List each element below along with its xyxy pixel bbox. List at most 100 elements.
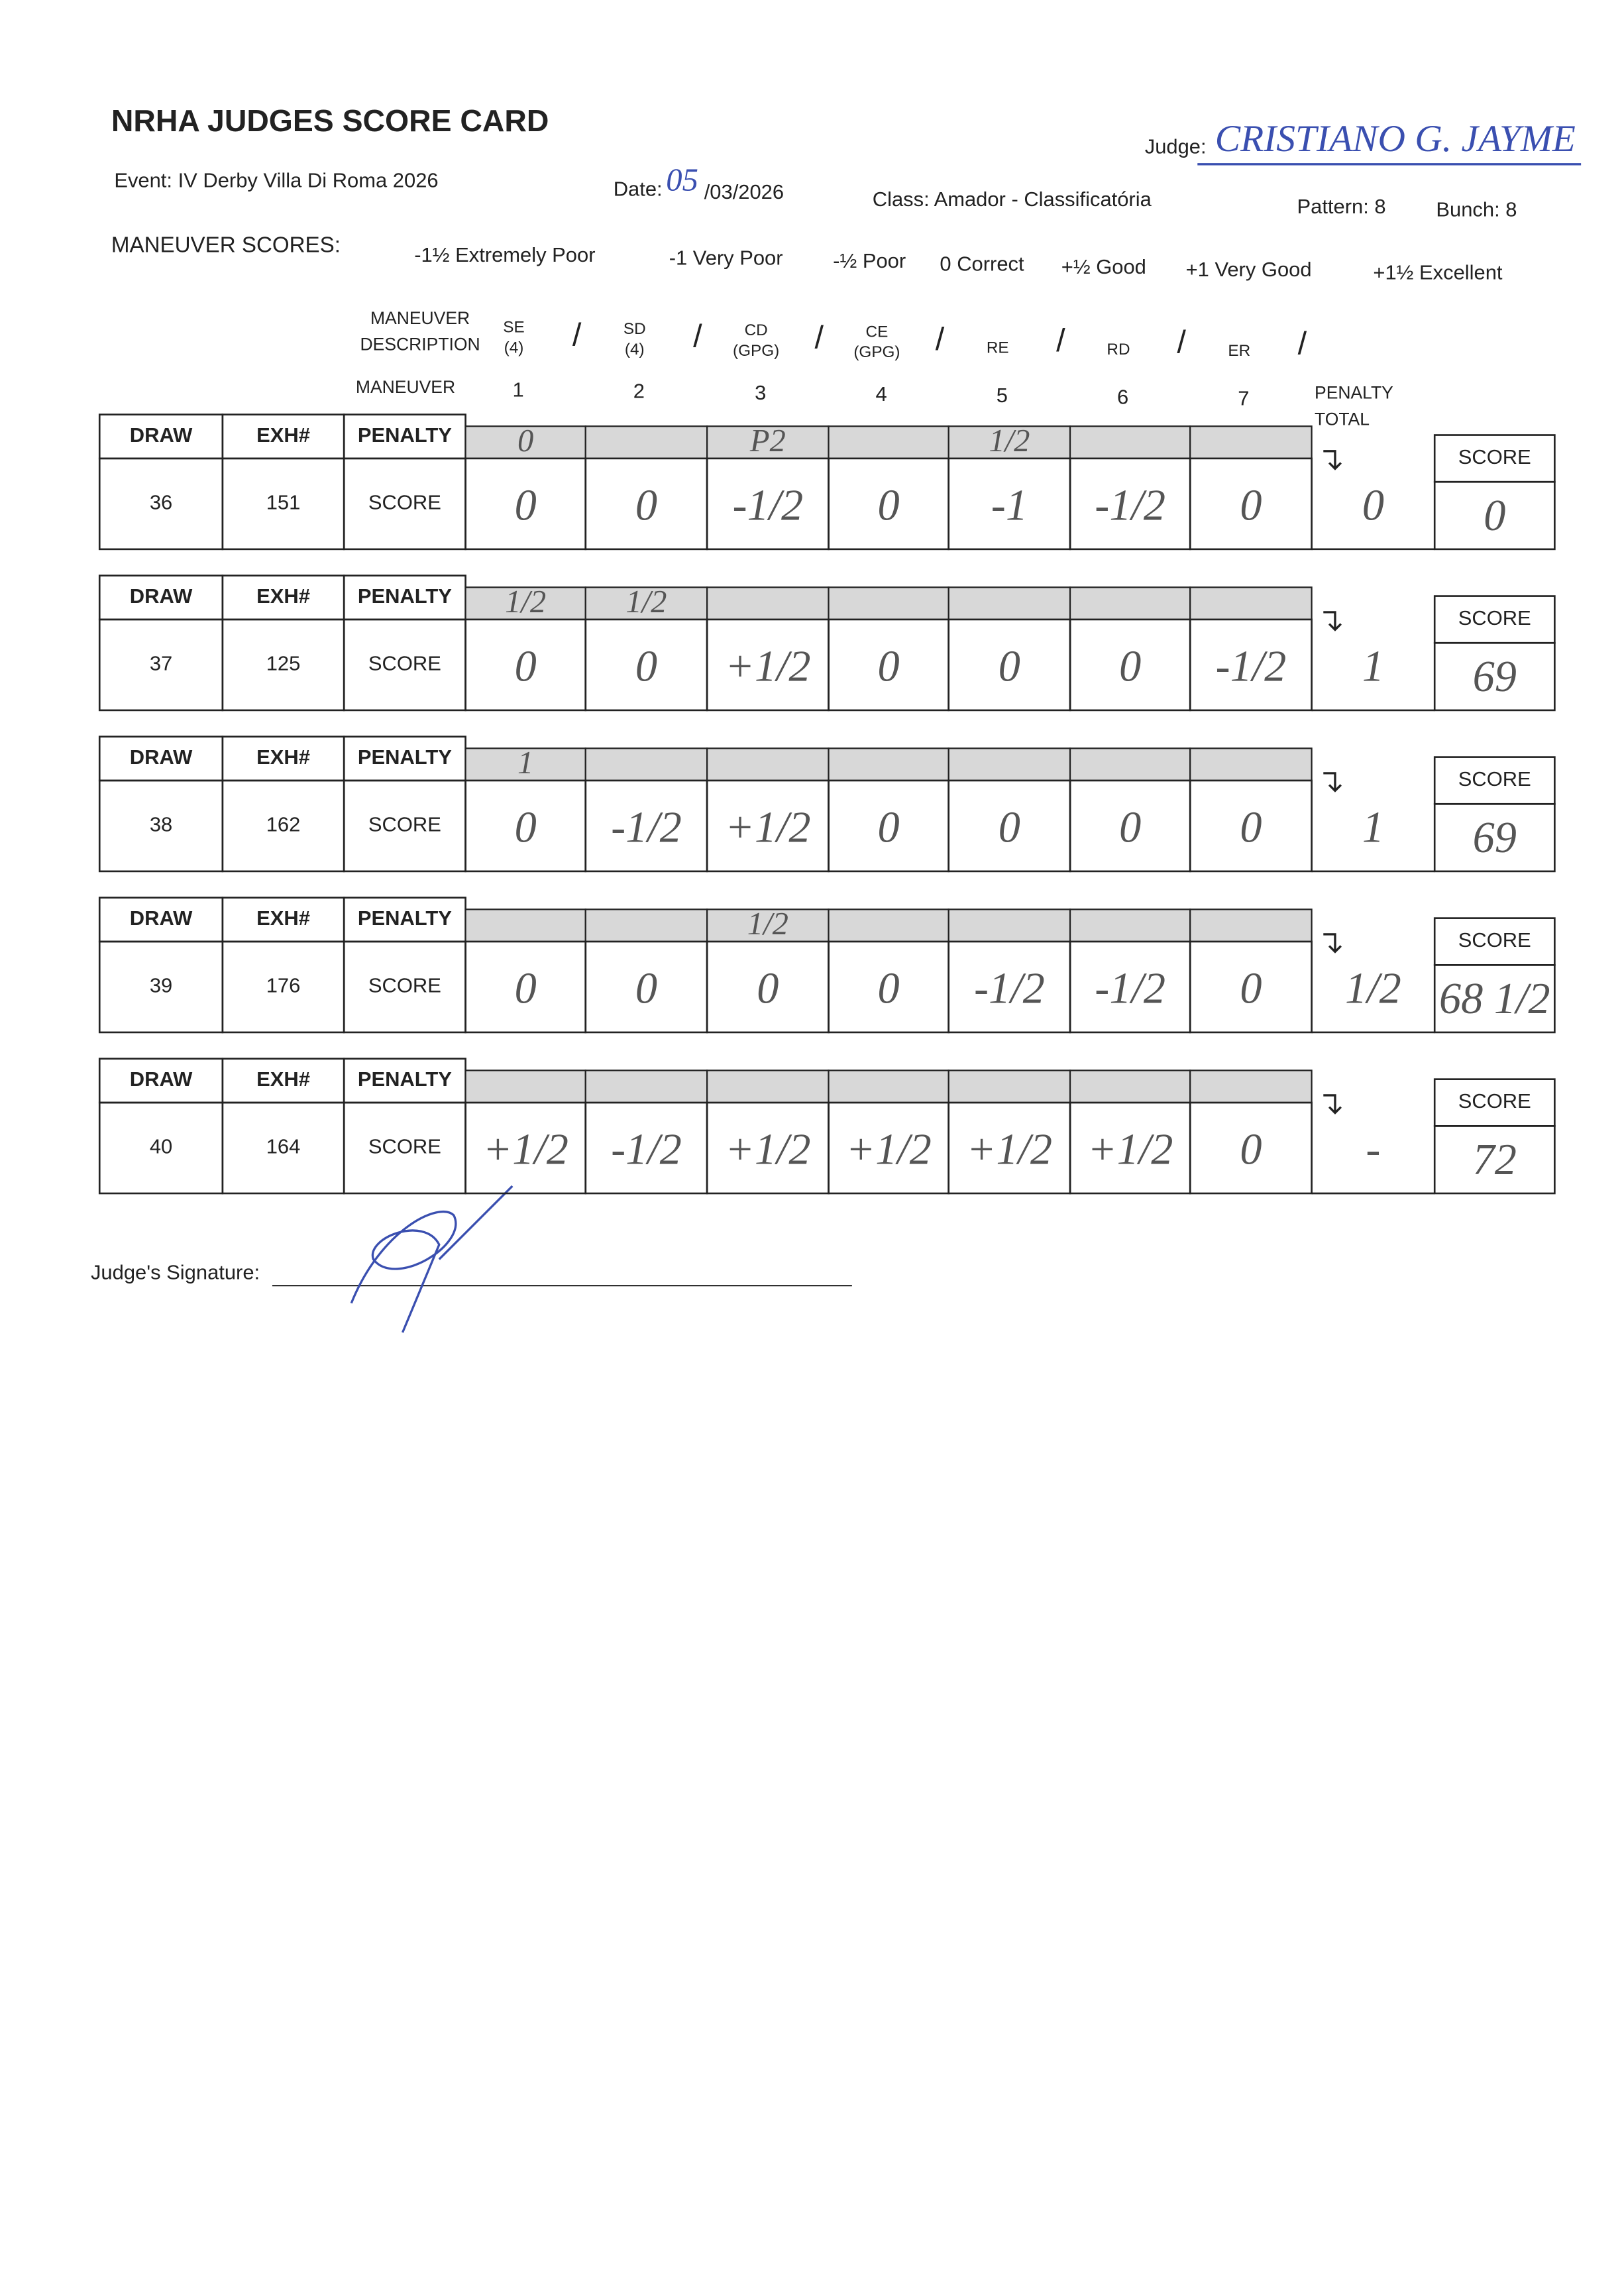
legend-item: -½ Poor bbox=[833, 249, 906, 272]
maneuver-score: -1/2 bbox=[611, 803, 682, 851]
penalty-mark: 1/2 bbox=[747, 906, 788, 942]
penalty-cell bbox=[828, 425, 949, 459]
maneuver-description: CE bbox=[866, 323, 889, 341]
maneuver-score: 0 bbox=[999, 642, 1020, 690]
number-label: MANEUVER bbox=[356, 377, 455, 397]
penalty-cell bbox=[706, 586, 830, 621]
penalty-cell bbox=[706, 1069, 830, 1104]
total-arrow bbox=[1323, 933, 1342, 954]
score-cell-total bbox=[1433, 802, 1556, 873]
judge-label: Judge: bbox=[1145, 135, 1207, 158]
final-score: 0 bbox=[1484, 492, 1505, 540]
maneuver-score: -1/2 bbox=[974, 965, 1045, 1013]
score-cell-total bbox=[1433, 641, 1556, 712]
header-label: PENALTY bbox=[358, 906, 452, 930]
title: NRHA JUDGES SCORE CARD bbox=[111, 103, 549, 138]
maneuver-score: 0 bbox=[757, 965, 779, 1013]
class: Class: Amador - Classificatória bbox=[873, 188, 1152, 211]
maneuver-score: +1/2 bbox=[967, 1126, 1052, 1174]
maneuver-score: 0 bbox=[878, 803, 900, 851]
penalty-cell bbox=[1189, 1069, 1313, 1104]
maneuver-score: 0 bbox=[1240, 803, 1262, 851]
header-label: PENALTY bbox=[358, 584, 452, 608]
exh-value: 151 bbox=[266, 491, 301, 514]
maneuver-score: 0 bbox=[878, 642, 900, 690]
maneuver-score: 0 bbox=[878, 965, 900, 1013]
maneuver-score: 0 bbox=[515, 642, 537, 690]
penalty-mark: 1/2 bbox=[505, 584, 546, 620]
maneuver-number: 3 bbox=[755, 381, 766, 404]
maneuver-description: SD bbox=[623, 320, 646, 338]
draw-value: 40 bbox=[150, 1135, 172, 1158]
penalty-cell bbox=[1069, 425, 1191, 459]
maneuver-score: 0 bbox=[1119, 803, 1141, 851]
maneuver-description: (GPG) bbox=[733, 342, 779, 360]
maneuver-score: 0 bbox=[515, 481, 537, 529]
exh-value: 164 bbox=[266, 1135, 301, 1158]
draw-value: 37 bbox=[150, 652, 172, 675]
date-rest: /03/2026 bbox=[704, 180, 784, 203]
score-header-label: SCORE bbox=[1458, 767, 1531, 791]
penalty-cell bbox=[947, 586, 1071, 621]
maneuver-score: 0 bbox=[635, 481, 657, 529]
penalty-cell bbox=[464, 747, 586, 782]
header-label: DRAW bbox=[130, 423, 193, 447]
penalty-cell bbox=[1069, 1069, 1191, 1104]
header-label: DRAW bbox=[130, 906, 193, 930]
date-label: Date: bbox=[614, 178, 663, 201]
penalty-mark: 1/2 bbox=[989, 423, 1030, 459]
maneuver-number: 1 bbox=[513, 378, 524, 401]
maneuver-score: -1/2 bbox=[1095, 965, 1165, 1013]
penalty-mark: 0 bbox=[517, 423, 533, 459]
final-score: 72 bbox=[1473, 1136, 1517, 1184]
header-label: EXH# bbox=[256, 1067, 310, 1091]
score-row-label: SCORE bbox=[368, 974, 441, 997]
header-label: EXH# bbox=[256, 906, 310, 930]
maneuver-number: 4 bbox=[875, 382, 887, 406]
maneuver-score: -1/2 bbox=[732, 481, 803, 529]
header-label: PENALTY bbox=[358, 745, 452, 769]
legend-item: +½ Good bbox=[1061, 255, 1146, 278]
separator: / bbox=[815, 320, 824, 356]
penalty-cell bbox=[584, 1069, 708, 1104]
event: Event: IV Derby Villa Di Roma 2026 bbox=[114, 168, 438, 191]
maneuver-score: +1/2 bbox=[1087, 1126, 1173, 1174]
maneuver-description: RD bbox=[1107, 341, 1130, 358]
header-label: EXH# bbox=[256, 745, 310, 769]
total-arrow bbox=[1323, 1094, 1342, 1115]
penalty-cell bbox=[828, 747, 949, 782]
maneuver-score: -1/2 bbox=[1216, 642, 1287, 690]
header-label: EXH# bbox=[256, 423, 310, 447]
maneuver-score: 0 bbox=[1240, 965, 1262, 1013]
separator: / bbox=[1298, 326, 1307, 362]
header-label: PENALTY bbox=[358, 1067, 452, 1091]
penalty-cell bbox=[1069, 747, 1191, 782]
bunch: Bunch: 8 bbox=[1436, 198, 1517, 221]
penalty-cell bbox=[1189, 425, 1313, 459]
total-arrow bbox=[1323, 772, 1342, 793]
header-label: DRAW bbox=[130, 584, 193, 608]
legend-item: 0 Correct bbox=[940, 252, 1024, 275]
separator: / bbox=[572, 317, 582, 353]
penalty-cell bbox=[584, 586, 708, 621]
total-arrow bbox=[1323, 611, 1342, 631]
maneuver-score: -1/2 bbox=[611, 1126, 682, 1174]
score-header-label: SCORE bbox=[1458, 1089, 1531, 1113]
score-cell bbox=[1189, 1101, 1313, 1195]
exh-value: 162 bbox=[266, 813, 301, 836]
separator: / bbox=[693, 319, 702, 355]
score-row-label: SCORE bbox=[368, 1135, 441, 1158]
pattern: Pattern: 8 bbox=[1297, 195, 1386, 218]
score-header-label: SCORE bbox=[1458, 606, 1531, 629]
maneuver-number: 6 bbox=[1117, 385, 1128, 408]
exh-value: 125 bbox=[266, 652, 301, 675]
penalty-cell bbox=[584, 425, 708, 459]
description-label: DESCRIPTION bbox=[360, 335, 480, 355]
score-cell-total bbox=[1433, 1125, 1556, 1195]
maneuver-description: ER bbox=[1228, 342, 1250, 360]
maneuver-score: 0 bbox=[635, 642, 657, 690]
penalty-cell bbox=[947, 747, 1071, 782]
penalty-cell bbox=[828, 586, 949, 621]
penalty-cell bbox=[947, 908, 1071, 943]
score-cell bbox=[1189, 618, 1313, 712]
